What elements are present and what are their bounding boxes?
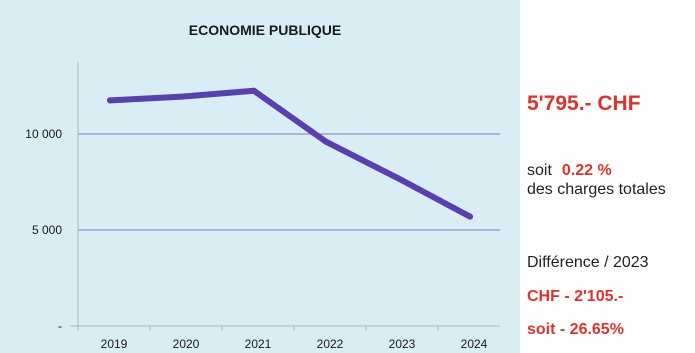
chart-panel: ECONOMIE PUBLIQUE -5 000 10 000 2019 2020 2… <box>0 0 520 353</box>
x-tick-label: 2023 <box>389 337 416 351</box>
y-tick-label: 5 000 <box>32 223 62 237</box>
y-tick-label: - <box>58 319 62 333</box>
grid-lines <box>78 133 500 231</box>
data-point <box>107 97 113 104</box>
x-tick-label: 2022 <box>317 337 344 351</box>
series-line <box>107 87 473 220</box>
chart-title: ECONOMIE PUBLIQUE <box>189 22 341 38</box>
series-layer <box>107 87 473 220</box>
data-point <box>251 87 257 94</box>
x-tick-label: 2021 <box>245 337 272 351</box>
x-tick-label: 2024 <box>461 337 488 351</box>
data-point <box>179 93 185 100</box>
y-tick-label: 10 000 <box>25 127 62 141</box>
data-point <box>323 138 329 145</box>
x-tick-label: 2020 <box>173 337 200 351</box>
total-amount: 5'795.- CHF <box>527 92 641 115</box>
y-tick-labels: - 5 000 10 000 <box>25 127 62 333</box>
difference-label: Différence / 2023 <box>527 254 649 271</box>
share-description: des charges totales <box>527 181 666 198</box>
data-point <box>467 213 473 220</box>
x-tick-labels: 2019 2020 2021 2022 2023 2024 <box>77 326 488 351</box>
share-prefix: soit <box>527 162 552 179</box>
difference-amount: CHF - 2'105.- <box>527 288 624 305</box>
data-point <box>395 175 401 182</box>
share-line: soit 0.22 % <box>527 162 612 180</box>
difference-percent: soit - 26.65% <box>527 321 624 338</box>
share-percent: 0.22 % <box>561 162 612 179</box>
x-tick-label: 2019 <box>101 337 128 351</box>
